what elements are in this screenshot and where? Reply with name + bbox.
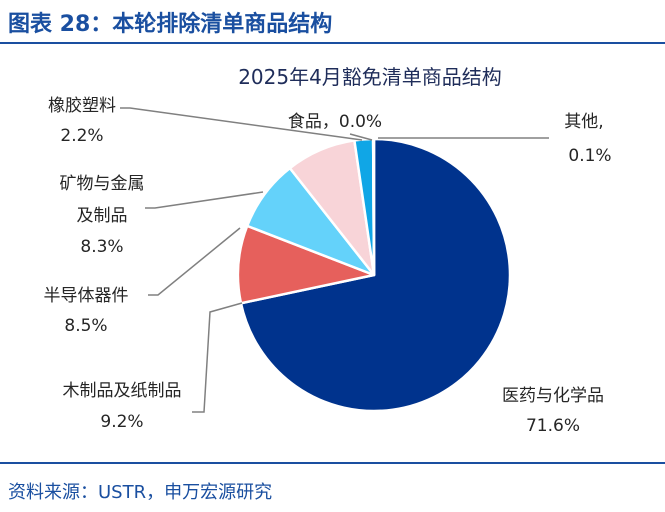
source-note: 资料来源：USTR，申万宏源研究 [8, 482, 273, 503]
label-wood-pct: 9.2% [100, 412, 143, 432]
top-rule [0, 42, 665, 44]
bottom-rule [0, 462, 665, 464]
label-pharma-name: 医药与化学品 [502, 386, 604, 406]
pie-slices [236, 137, 512, 413]
label-mineral-name-1: 矿物与金属 [60, 174, 145, 194]
pie-slice-1 [236, 224, 376, 305]
label-rubber-pct: 2.2% [60, 126, 103, 146]
pie-slice-0 [239, 137, 512, 413]
label-mineral-pct: 8.3% [80, 237, 123, 257]
label-rubber-name: 橡胶塑料 [48, 96, 116, 116]
label-food: 食品，0.0% [288, 112, 382, 132]
leader-line-mineral [145, 191, 264, 209]
leader-line-semi [148, 227, 241, 296]
label-other-name: 其他, [564, 112, 603, 132]
figure-title: 图表 28：本轮排除清单商品结构 [8, 12, 333, 37]
pie-slice-6 [371, 137, 376, 277]
label-wood-name: 木制品及纸制品 [63, 381, 182, 401]
label-pharma-pct: 71.6% [526, 416, 580, 436]
label-mineral-name-2: 及制品 [77, 206, 128, 226]
label-semi-name: 半导体器件 [44, 286, 129, 306]
leader-line-rubber [120, 107, 363, 141]
leader-line-wood [192, 302, 243, 413]
label-semi-pct: 8.5% [64, 316, 107, 336]
label-other-pct: 0.1% [568, 146, 611, 166]
chart-title: 2025年4月豁免清单商品结构 [238, 65, 502, 89]
leader-lines [120, 107, 549, 413]
leader-line-food [349, 133, 373, 141]
